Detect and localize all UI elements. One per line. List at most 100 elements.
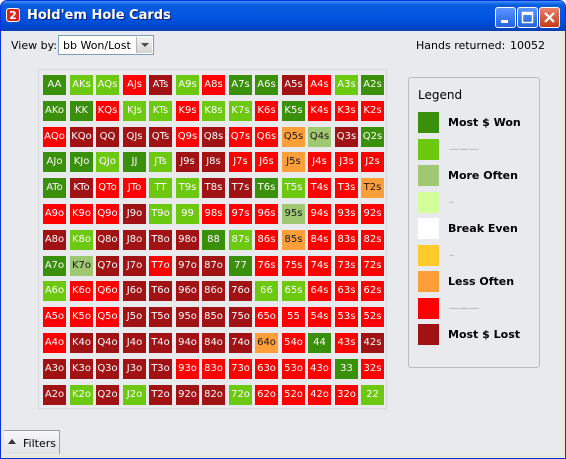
hand-cell[interactable]: 62o — [255, 385, 278, 405]
hand-cell[interactable]: KJs — [123, 101, 146, 121]
hand-cell[interactable]: T5o — [149, 307, 172, 327]
hand-cell[interactable]: 98o — [176, 230, 199, 250]
hand-cell[interactable]: 76s — [255, 256, 278, 276]
hand-cell[interactable]: K4o — [70, 333, 93, 353]
hand-cell[interactable]: 85s — [282, 230, 305, 250]
hand-cell[interactable]: JTs — [149, 152, 172, 172]
dropdown-arrow-button[interactable] — [136, 37, 152, 53]
hand-cell[interactable]: A9s — [176, 75, 199, 95]
hand-cell[interactable]: J3o — [123, 359, 146, 379]
hand-cell[interactable]: 99 — [176, 204, 199, 224]
hand-cell[interactable]: T2o — [149, 385, 172, 405]
hand-cell[interactable]: 53s — [335, 307, 358, 327]
hand-cell[interactable]: JJ — [123, 152, 146, 172]
hand-cell[interactable]: A4o — [43, 333, 66, 353]
hand-cell[interactable]: Q3o — [96, 359, 119, 379]
hand-cell[interactable]: 84s — [308, 230, 331, 250]
hand-cell[interactable]: 62s — [361, 281, 384, 301]
close-button[interactable] — [539, 7, 560, 28]
hand-cell[interactable]: J5s — [282, 152, 305, 172]
hand-cell[interactable]: 52o — [282, 385, 305, 405]
hand-cell[interactable]: J6s — [255, 152, 278, 172]
hand-cell[interactable]: T4o — [149, 333, 172, 353]
hand-cell[interactable]: 44 — [308, 333, 331, 353]
hand-cell[interactable]: J3s — [335, 152, 358, 172]
hand-cell[interactable]: Q5o — [96, 307, 119, 327]
hand-cell[interactable]: 96s — [255, 204, 278, 224]
hand-cell[interactable]: 87o — [202, 256, 225, 276]
hand-cell[interactable]: K7s — [229, 101, 252, 121]
hand-cell[interactable]: 86o — [202, 281, 225, 301]
hand-cell[interactable]: K5s — [282, 101, 305, 121]
hand-cell[interactable]: K8o — [70, 230, 93, 250]
minimize-button[interactable] — [495, 7, 516, 28]
hand-cell[interactable]: AA — [43, 75, 66, 95]
hand-cell[interactable]: K6s — [255, 101, 278, 121]
hand-cell[interactable]: 75s — [282, 256, 305, 276]
hand-cell[interactable]: T6s — [255, 178, 278, 198]
hand-cell[interactable]: K8s — [202, 101, 225, 121]
hand-cell[interactable]: J8o — [123, 230, 146, 250]
hand-cell[interactable]: T5s — [282, 178, 305, 198]
hand-cell[interactable]: KJo — [70, 152, 93, 172]
hand-cell[interactable]: AJo — [43, 152, 66, 172]
hand-cell[interactable]: A2o — [43, 385, 66, 405]
hand-cell[interactable]: K9o — [70, 204, 93, 224]
hand-cell[interactable]: T3o — [149, 359, 172, 379]
filters-toggle[interactable]: Filters — [4, 430, 60, 454]
hand-cell[interactable]: KK — [70, 101, 93, 121]
hand-cell[interactable]: 86s — [255, 230, 278, 250]
hand-cell[interactable]: T2s — [361, 178, 384, 198]
hand-cell[interactable]: 94s — [308, 204, 331, 224]
hand-cell[interactable]: K3s — [335, 101, 358, 121]
hand-cell[interactable]: 77 — [229, 256, 252, 276]
hand-cell[interactable]: T9o — [149, 204, 172, 224]
hand-cell[interactable]: ATs — [149, 75, 172, 95]
hand-cell[interactable]: A6s — [255, 75, 278, 95]
hand-cell[interactable]: KTs — [149, 101, 172, 121]
hand-cell[interactable]: T9s — [176, 178, 199, 198]
hand-cell[interactable]: T3s — [335, 178, 358, 198]
hand-cell[interactable]: 22 — [361, 385, 384, 405]
hand-cell[interactable]: 65o — [255, 307, 278, 327]
hand-cell[interactable]: A4s — [308, 75, 331, 95]
hand-cell[interactable]: 85o — [202, 307, 225, 327]
hand-cell[interactable]: K5o — [70, 307, 93, 327]
hand-cell[interactable]: A7s — [229, 75, 252, 95]
hand-cell[interactable]: 66 — [255, 281, 278, 301]
hand-cell[interactable]: 33 — [335, 359, 358, 379]
hand-cell[interactable]: Q6o — [96, 281, 119, 301]
hand-cell[interactable]: Q8s — [202, 127, 225, 147]
hand-cell[interactable]: AKs — [70, 75, 93, 95]
hand-cell[interactable]: 53o — [282, 359, 305, 379]
hand-cell[interactable]: K2s — [361, 101, 384, 121]
hand-cell[interactable]: K2o — [70, 385, 93, 405]
hand-cell[interactable]: 83s — [335, 230, 358, 250]
hand-cell[interactable]: A9o — [43, 204, 66, 224]
hand-cell[interactable]: 43o — [308, 359, 331, 379]
hand-cell[interactable]: 65s — [282, 281, 305, 301]
hand-cell[interactable]: J7s — [229, 152, 252, 172]
hand-cell[interactable]: AKo — [43, 101, 66, 121]
hand-cell[interactable]: J2s — [361, 152, 384, 172]
hand-cell[interactable]: Q5s — [282, 127, 305, 147]
hand-cell[interactable]: A7o — [43, 256, 66, 276]
hand-cell[interactable]: ATo — [43, 178, 66, 198]
hand-cell[interactable]: AQo — [43, 127, 66, 147]
hand-cell[interactable]: J6o — [123, 281, 146, 301]
hand-cell[interactable]: 94o — [176, 333, 199, 353]
hand-cell[interactable]: 92s — [361, 204, 384, 224]
hand-cell[interactable]: 84o — [202, 333, 225, 353]
hand-cell[interactable]: Q9o — [96, 204, 119, 224]
hand-cell[interactable]: QQ — [96, 127, 119, 147]
hand-cell[interactable]: 42s — [361, 333, 384, 353]
hand-cell[interactable]: Q2o — [96, 385, 119, 405]
hand-cell[interactable]: 76o — [229, 281, 252, 301]
hand-cell[interactable]: 93s — [335, 204, 358, 224]
hand-cell[interactable]: Q6s — [255, 127, 278, 147]
hand-cell[interactable]: 95s — [282, 204, 305, 224]
hand-cell[interactable]: 42o — [308, 385, 331, 405]
maximize-button[interactable] — [517, 7, 538, 28]
hand-cell[interactable]: 32s — [361, 359, 384, 379]
hand-cell[interactable]: 98s — [202, 204, 225, 224]
